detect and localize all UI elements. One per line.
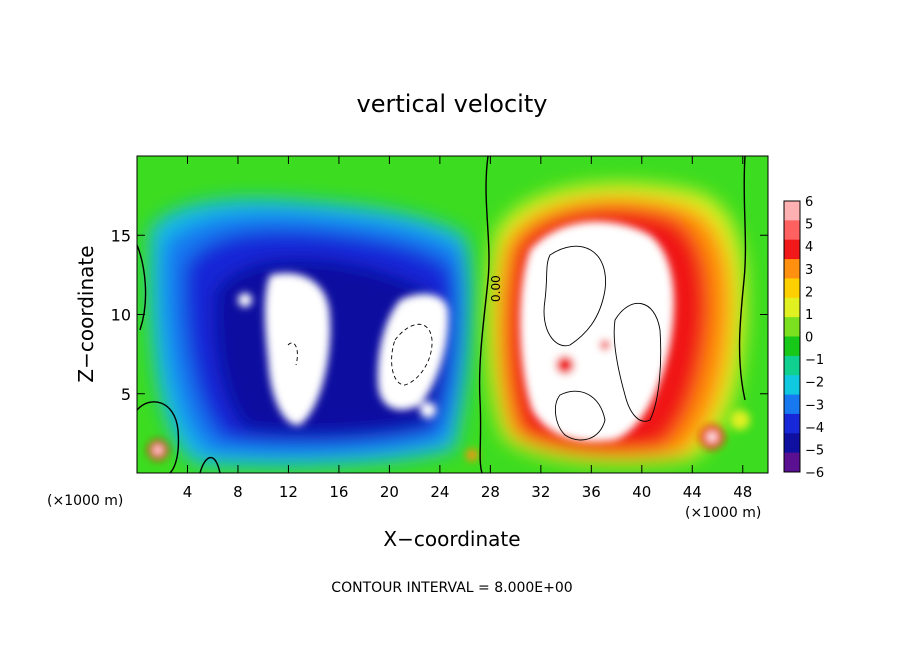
x-axis-label: X−coordinate bbox=[383, 527, 520, 551]
colorbar-swatch bbox=[784, 336, 800, 357]
colorbar-swatch bbox=[784, 413, 800, 434]
x-unit-label-right: (×1000 m) bbox=[685, 505, 761, 521]
colorbar-tick-label: −6 bbox=[805, 466, 824, 481]
y-tick-label: 5 bbox=[121, 385, 131, 404]
colorbar-tick-label: 5 bbox=[805, 218, 813, 233]
colorbar-tick-label: 6 bbox=[805, 195, 813, 210]
colorbar-swatch bbox=[784, 297, 800, 318]
x-tick-label: 16 bbox=[329, 483, 348, 501]
colorbar-tick-label: 2 bbox=[805, 285, 813, 300]
x-tick-label: 24 bbox=[430, 483, 449, 501]
heatmap-field: 0.00 bbox=[137, 156, 768, 473]
colorbar-swatch bbox=[784, 433, 800, 454]
x-tick-label: 40 bbox=[632, 483, 651, 501]
colorbar-swatch bbox=[784, 375, 800, 396]
colorbar-tick-label: −5 bbox=[805, 443, 824, 458]
colorbar: 6 5 4 3 2 1 0 −1 −2 −3 −4 −5 −6 bbox=[783, 195, 824, 481]
colorbar-swatch bbox=[784, 201, 800, 221]
x-tick-label: 12 bbox=[279, 483, 298, 501]
colorbar-frame bbox=[783, 200, 801, 473]
x-tick-label: 8 bbox=[233, 483, 243, 501]
contour-label: 0.00 bbox=[489, 275, 503, 302]
colorbar-tick-label: 3 bbox=[805, 263, 813, 278]
x-tick-label: 28 bbox=[481, 483, 500, 501]
colorbar-swatch bbox=[784, 394, 800, 415]
chart-title: vertical velocity bbox=[357, 90, 548, 118]
colorbar-swatch bbox=[784, 259, 800, 279]
colorbar-tick-label: 4 bbox=[805, 240, 813, 255]
y-tick-label: 15 bbox=[111, 226, 131, 245]
y-axis-label: Z−coordinate bbox=[74, 245, 98, 382]
y-axis: 5 10 15 bbox=[111, 226, 768, 404]
colorbar-tick-label: −1 bbox=[805, 353, 824, 368]
colorbar-tick-label: −2 bbox=[805, 376, 824, 391]
contour-interval-text: CONTOUR INTERVAL = 8.000E+00 bbox=[331, 580, 572, 596]
colorbar-swatch bbox=[784, 239, 800, 260]
x-axis: 4 8 12 16 20 24 28 32 36 40 44 48 bbox=[183, 156, 752, 501]
x-tick-label: 44 bbox=[683, 483, 702, 501]
colorbar-tick-label: 0 bbox=[805, 331, 813, 346]
colorbar-tick-label: −3 bbox=[805, 398, 824, 413]
colorbar-tick-label: −4 bbox=[805, 421, 824, 436]
colorbar-tick-label: 1 bbox=[805, 308, 813, 323]
x-tick-label: 48 bbox=[733, 483, 752, 501]
colorbar-swatch bbox=[784, 452, 800, 473]
y-tick-label: 10 bbox=[111, 306, 131, 325]
colorbar-swatch bbox=[784, 220, 800, 241]
colorbar-swatch bbox=[784, 355, 800, 376]
colorbar-swatch bbox=[784, 278, 800, 299]
x-tick-label: 20 bbox=[380, 483, 399, 501]
x-tick-label: 36 bbox=[582, 483, 601, 501]
x-tick-label: 4 bbox=[183, 483, 193, 501]
x-tick-label: 32 bbox=[531, 483, 550, 501]
colorbar-swatch bbox=[784, 317, 800, 337]
x-unit-label-left: (×1000 m) bbox=[47, 493, 123, 509]
